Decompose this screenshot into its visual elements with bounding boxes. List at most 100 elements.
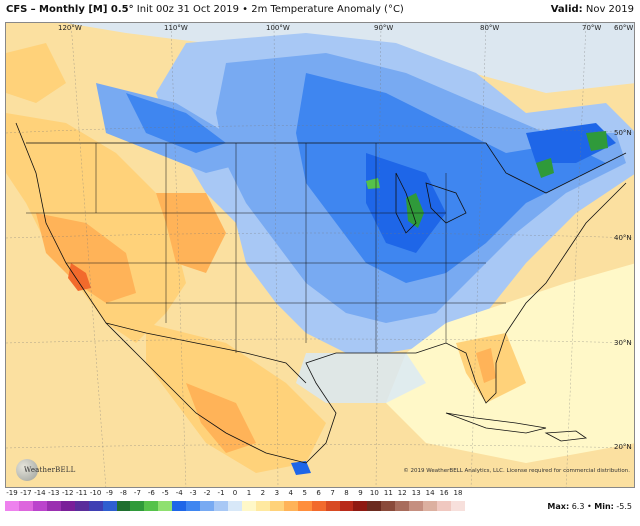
hispaniola xyxy=(544,430,588,442)
near-normal-gulf xyxy=(296,353,426,403)
min-max-readout: Max: 6.3 • Min: -5.5 xyxy=(547,502,632,511)
latitude-label: 40°N xyxy=(614,234,632,242)
colorbar-swatch xyxy=(130,501,145,511)
cold-spot-southern-mexico xyxy=(291,461,311,475)
coastlines-and-borders xyxy=(15,122,627,464)
colorbar-swatch xyxy=(241,501,256,511)
colorbar-tick-label: -9 xyxy=(106,489,114,497)
colorbar-swatch xyxy=(116,501,131,511)
map-title: CFS – Monthly [M] 0.5° Init 00z 31 Oct 2… xyxy=(6,4,404,15)
max-label: Max: xyxy=(547,502,570,511)
colorbar-tick-label: -10 xyxy=(89,489,102,497)
colorbar-legend: -19 -17 -14 -13 -12 -11 -10 -9 -8 -7 -6 -5 -4 -3 -2 -1 0… xyxy=(5,489,465,525)
extreme-cold-spot-michigan xyxy=(406,193,424,228)
colorbar-swatch xyxy=(186,501,201,511)
extreme-cold-spot-labrador xyxy=(586,131,608,151)
colorbar-tick-label: 9 xyxy=(358,489,363,497)
colorbar-swatch xyxy=(423,501,438,511)
us-mexico-border xyxy=(105,322,307,384)
colorbar-swatch xyxy=(381,501,396,511)
colorbar-tick-label: -17 xyxy=(20,489,32,497)
longitude-label: 100°W xyxy=(266,24,290,32)
colorbar-labels: -19 -17 -14 -13 -12 -11 -10 -9 -8 -7 -6 -5 -4 -3 -2 -1 0… xyxy=(5,489,465,499)
colorbar-tick-label: -2 xyxy=(203,489,211,497)
colorbar-swatch xyxy=(102,501,117,511)
colorbar-swatch xyxy=(353,501,368,511)
valid-value: Nov 2019 xyxy=(585,4,634,15)
cuba xyxy=(445,412,547,434)
colorbar-swatch xyxy=(200,501,215,511)
colorbar-tick-label: -1 xyxy=(217,489,225,497)
logo-text: WeatherBELL xyxy=(24,466,76,474)
colorbar-tick-label: -4 xyxy=(175,489,183,497)
colorbar-swatch xyxy=(367,501,382,511)
valid-label: Valid: xyxy=(550,4,583,15)
longitude-label: 70°W xyxy=(582,24,602,32)
longitude-label: 120°W xyxy=(58,24,82,32)
colorbar-swatch xyxy=(283,501,298,511)
colorbar-swatch xyxy=(46,501,61,511)
colorbar-swatch xyxy=(325,501,340,511)
pacific-coastline xyxy=(15,122,307,464)
warm-anomaly-mexico xyxy=(146,323,326,473)
latitude-label: 20°N xyxy=(614,443,632,451)
pale-anomaly-north xyxy=(66,23,634,93)
colorbar-tick-label: 18 xyxy=(453,489,463,497)
colorbar-tick-label: 14 xyxy=(425,489,435,497)
cold-anomaly-core-midwest xyxy=(366,153,446,253)
colorbar-swatch xyxy=(255,501,270,511)
colorbar-swatch xyxy=(214,501,228,511)
globe-icon xyxy=(16,459,38,481)
colorbar-tick-label: 3 xyxy=(274,489,280,497)
colorbar-swatch xyxy=(269,501,284,511)
colorbar-tick-label: 1 xyxy=(246,489,252,497)
min-label: Min: xyxy=(594,502,614,511)
extreme-cold-spot-quebec xyxy=(536,158,554,178)
cold-spot-wisconsin xyxy=(366,178,380,189)
colorbar-swatches xyxy=(5,501,465,511)
colorbar-tick-label: 10 xyxy=(369,489,379,497)
model-name: CFS xyxy=(6,4,28,15)
warm-anomaly-pacific xyxy=(6,43,66,103)
colorbar-tick-label: -14 xyxy=(34,489,46,497)
colorbar-tick-label: -3 xyxy=(189,489,197,497)
colorbar-swatch xyxy=(5,501,19,511)
colorbar-tick-label: 16 xyxy=(439,489,449,497)
colorbar-tick-label: 8 xyxy=(344,489,349,497)
graticule xyxy=(6,23,634,487)
longitude-label: 60°W xyxy=(614,24,634,32)
colorbar-tick-label: -7 xyxy=(133,489,141,497)
map-header: CFS – Monthly [M] 0.5° Init 00z 31 Oct 2… xyxy=(0,0,640,20)
colorbar-swatch xyxy=(228,501,242,511)
colorbar-swatch xyxy=(32,501,47,511)
warm-anomaly-west xyxy=(6,113,186,343)
variable-name: 2m Temperature Anomaly (°C) xyxy=(251,4,404,15)
colorbar-swatch xyxy=(311,501,326,511)
warm-anomaly-florida-core xyxy=(476,348,496,383)
colorbar-tick-label: -5 xyxy=(161,489,169,497)
gulf-and-atlantic-coastline xyxy=(305,182,627,464)
colorbar-swatch xyxy=(60,501,75,511)
map-graphic xyxy=(6,23,634,487)
longitude-label: 90°W xyxy=(374,24,394,32)
warm-anomaly-central-mexico xyxy=(186,383,256,453)
latitude-label: 50°N xyxy=(614,129,632,137)
colorbar-tick-label: 11 xyxy=(383,489,393,497)
latitude-label: 30°N xyxy=(614,339,632,347)
colorbar-swatch xyxy=(339,501,354,511)
max-value: 6.3 xyxy=(571,502,585,511)
colorbar-tick-label: 4 xyxy=(288,489,293,497)
warm-anomaly-great-basin xyxy=(36,213,136,303)
colorbar-tick-label: -11 xyxy=(75,489,88,497)
colorbar-swatch xyxy=(409,501,424,511)
state-lines-vertical xyxy=(95,143,447,353)
colorbar-swatch xyxy=(172,501,187,511)
cold-anomaly-strong xyxy=(296,73,606,283)
colorbar-swatch xyxy=(437,501,451,511)
colorbar-tick-label: 13 xyxy=(411,489,421,497)
temperature-anomaly-map: 120°W 110°W 100°W 90°W 80°W 70°W 60°W 50… xyxy=(5,22,635,488)
colorbar-swatch xyxy=(158,501,173,511)
init-time: Init 00z 31 Oct 2019 xyxy=(136,4,239,15)
colorbar-tick-label: -12 xyxy=(62,489,74,497)
colorbar-tick-label: 6 xyxy=(316,489,321,497)
